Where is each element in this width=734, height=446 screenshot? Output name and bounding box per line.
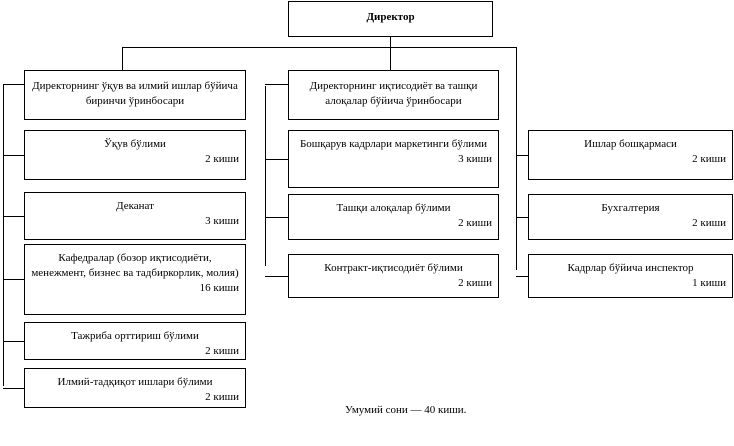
connector	[3, 388, 24, 389]
connector	[516, 47, 517, 270]
connector	[265, 276, 288, 277]
connector	[3, 279, 24, 280]
staff-count: 2 киши	[458, 277, 492, 289]
connector	[265, 86, 266, 266]
col3-box: Ишлар бошқармаси 2 киши	[528, 130, 733, 180]
connector	[390, 47, 391, 70]
connector	[516, 217, 528, 218]
director-title: Директор	[366, 11, 415, 23]
col1-box: Директорнинг ўқув ва илмий ишлар бўйича …	[24, 70, 246, 120]
col3-box: Бухгалтерия 2 киши	[528, 194, 733, 240]
connector	[3, 216, 24, 217]
col1-box: Тажриба орттириш бўлими 2 киши	[24, 322, 246, 360]
col1-box: Деканат 3 киши	[24, 192, 246, 240]
unit-title: Директорнинг ўқув ва илмий ишлар бўйича …	[32, 80, 238, 107]
connector	[390, 36, 391, 47]
staff-count: 3 киши	[205, 215, 239, 227]
col1-box: Илмий-тадқиқот ишлари бўлими 2 киши	[24, 368, 246, 408]
unit-title: Деканат	[116, 200, 154, 212]
col2-box: Директорнинг иқтисодиёт ва ташқи алоқала…	[288, 70, 499, 120]
connector	[265, 217, 288, 218]
unit-title: Ишлар бошқармаси	[584, 138, 677, 150]
staff-count: 2 киши	[458, 217, 492, 229]
connector	[3, 84, 24, 85]
staff-count: 2 киши	[205, 345, 239, 357]
director-box: Директор	[288, 1, 493, 37]
col3-box: Кадрлар бўйича инспектор 1 киши	[528, 254, 733, 298]
connector	[516, 276, 528, 277]
connector	[265, 84, 288, 85]
unit-title: Ташқи алоқалар бўлими	[336, 202, 451, 214]
unit-title: Ўқув бўлими	[104, 138, 166, 150]
connector	[3, 341, 24, 342]
staff-count: 2 киши	[692, 217, 726, 229]
unit-title: Бухгалтерия	[601, 202, 660, 214]
staff-count: 2 киши	[692, 153, 726, 165]
total-count: Умумий сони — 40 киши.	[345, 404, 467, 416]
col1-box: Кафедралар (бозор иқтисодиёти, менежмент…	[24, 244, 246, 315]
staff-count: 16 киши	[199, 282, 239, 294]
staff-count: 2 киши	[205, 153, 239, 165]
connector	[122, 47, 517, 48]
staff-count: 2 киши	[205, 391, 239, 403]
unit-title: Тажриба орттириш бўлими	[71, 330, 199, 342]
staff-count: 3 киши	[458, 153, 492, 165]
col1-box: Ўқув бўлими 2 киши	[24, 130, 246, 180]
unit-title: Кадрлар бўйича инспектор	[567, 262, 694, 274]
staff-count: 1 киши	[692, 277, 726, 289]
connector	[3, 155, 24, 156]
unit-title: Кафедралар (бозор иқтисодиёти, менежмент…	[31, 252, 239, 279]
connector	[516, 155, 528, 156]
unit-title: Бошқарув кадрлари маркетинги бўлими	[299, 138, 488, 150]
connector	[122, 47, 123, 70]
col2-box: Бошқарув кадрлари маркетинги бўлими 3 киш…	[288, 130, 499, 188]
unit-title: Контракт-иқтисодиёт бўлими	[324, 262, 463, 274]
unit-title: Директорнинг иқтисодиёт ва ташқи алоқала…	[309, 80, 478, 107]
col2-box: Ташқи алоқалар бўлими 2 киши	[288, 194, 499, 240]
col2-box: Контракт-иқтисодиёт бўлими 2 киши	[288, 254, 499, 298]
unit-title: Илмий-тадқиқот ишлари бўлими	[57, 376, 213, 388]
connector	[3, 84, 4, 386]
connector	[265, 159, 288, 160]
